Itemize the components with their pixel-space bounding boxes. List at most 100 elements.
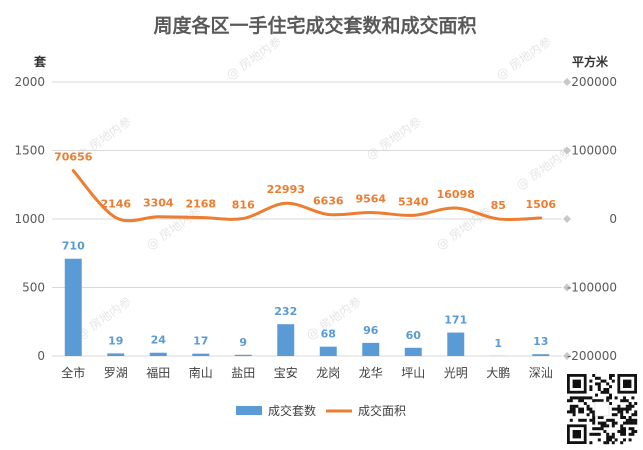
qr-module: [589, 379, 593, 383]
qr-module: [572, 407, 576, 411]
gridlines: [52, 81, 562, 357]
qr-module: [589, 441, 593, 445]
bar-龙华: [362, 342, 380, 356]
qr-finder-core: [572, 430, 581, 439]
bar-label-宝安: 232: [274, 305, 297, 318]
category-label: 罗湖: [104, 365, 128, 380]
qr-module: [592, 413, 596, 417]
qr-module: [581, 410, 584, 414]
qr-module: [603, 430, 607, 433]
qr-module: [634, 430, 638, 433]
qr-module: [623, 421, 626, 425]
qr-module: [595, 393, 598, 397]
qr-module: [620, 399, 624, 403]
qr-center-logo: [594, 401, 610, 417]
qr-module: [597, 427, 601, 431]
legend: 成交套数 成交面积: [236, 403, 406, 418]
qr-module: [592, 421, 596, 425]
qr-module: [569, 410, 573, 414]
qr-module: [614, 407, 618, 411]
qr-module: [617, 404, 621, 408]
qr-module: [628, 418, 632, 422]
bar-label-南山: 17: [193, 335, 208, 348]
bar-label-罗湖: 19: [108, 334, 123, 347]
category-label: 龙华: [359, 366, 383, 380]
qr-module: [631, 396, 635, 400]
category-label: 宝安: [274, 365, 298, 380]
qr-module: [611, 421, 615, 425]
qr-module: [606, 399, 610, 403]
watermark-layer: @ 房地内参 @ 房地内参@ 房地内参 @ 房地内参@ 房地内参 @ 房地内参@ 房地…: [73, 34, 574, 343]
bar-label-盐田: 9: [239, 336, 247, 349]
line-label-宝安: 22993: [267, 183, 305, 196]
qr-module: [603, 441, 607, 445]
line-label-全市: 70656: [54, 151, 93, 164]
qr-module: [623, 416, 626, 419]
right-tick-marker: [563, 352, 571, 360]
qr-module: [609, 435, 612, 439]
category-label: 盐田: [231, 366, 255, 380]
bar-series: [64, 258, 550, 356]
category-label: 龙岗: [316, 366, 340, 380]
qr-module: [609, 438, 612, 442]
bar-label-大鹏: 1: [494, 337, 502, 350]
qr-module: [592, 416, 596, 419]
qr-module: [606, 424, 610, 428]
line-label-罗湖: 2146: [100, 198, 131, 211]
line-data-labels: 70656 2146 3304 2168 816 22993 6636 9564 5340 160…: [54, 151, 556, 212]
qr-module: [597, 382, 601, 386]
category-label: 坪山: [401, 366, 425, 380]
qr-module: [569, 404, 573, 408]
qr-module: [625, 418, 629, 422]
qr-module: [572, 410, 576, 414]
qr-module: [592, 418, 596, 422]
qr-module: [595, 382, 598, 386]
right-axis-unit: 平方米: [572, 54, 609, 69]
qr-module: [620, 441, 624, 445]
qr-module: [620, 424, 624, 428]
qr-module: [620, 413, 624, 417]
qr-module: [592, 410, 596, 414]
qr-module: [589, 418, 593, 422]
qr-module: [625, 399, 629, 403]
qr-module: [606, 396, 610, 400]
left-tick-label: 1500: [14, 144, 45, 158]
qr-module: [597, 438, 601, 442]
qr-module: [581, 396, 584, 400]
qr-module: [623, 407, 626, 411]
qr-module: [631, 427, 635, 431]
watermark-text: @ 房地内参: [223, 34, 284, 83]
qr-module: [620, 427, 624, 431]
qr-module: [583, 396, 587, 400]
qr-module: [586, 413, 590, 417]
qr-module: [583, 402, 587, 405]
bar-label-光明: 171: [444, 314, 467, 327]
qr-module: [578, 399, 582, 403]
bar-label-深汕: 13: [533, 335, 548, 348]
right-tick-label: -100000: [567, 281, 617, 295]
qr-module: [609, 376, 612, 380]
qr-module: [575, 404, 579, 408]
qr-module: [600, 427, 604, 431]
right-tick-marker: [563, 146, 571, 155]
qr-module: [620, 407, 624, 411]
qr-module: [611, 407, 615, 411]
watermark-text: @ 房地内参: [73, 294, 134, 343]
qr-module: [578, 418, 582, 422]
qr-module: [581, 399, 584, 403]
qr-module: [567, 399, 570, 403]
qr-module: [623, 432, 626, 436]
qr-module: [589, 396, 593, 400]
qr-module: [603, 424, 607, 428]
qr-module: [600, 416, 604, 419]
legend-line-label: 成交面积: [358, 403, 406, 418]
qr-module: [597, 388, 601, 391]
category-label: 全市: [61, 365, 85, 380]
qr-module: [617, 410, 621, 414]
line-label-南山: 2168: [185, 198, 216, 211]
bar-label-全市: 710: [62, 240, 85, 253]
qr-module: [606, 382, 610, 386]
chart-title: 周度各区一手住宅成交套数和成交面积: [153, 14, 476, 37]
bar-label-龙华: 96: [363, 324, 379, 337]
